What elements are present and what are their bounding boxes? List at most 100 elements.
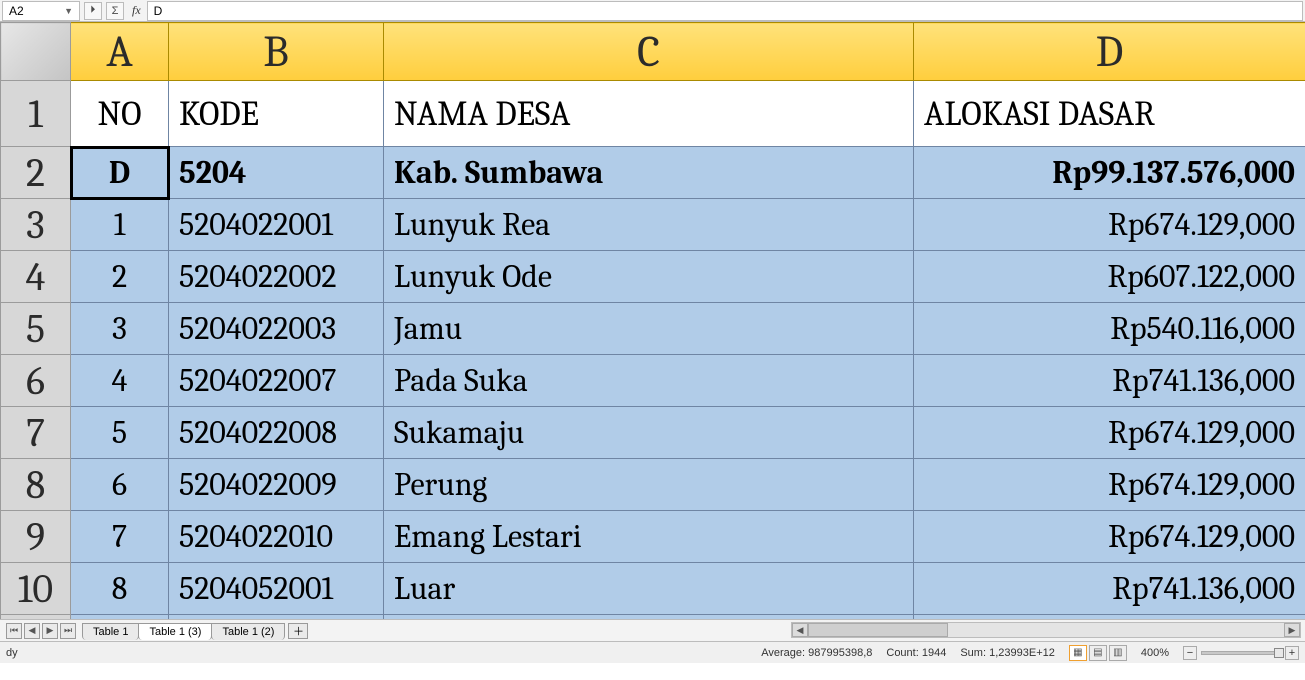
cell[interactable]: 8 [71, 563, 169, 615]
table-row: 315204022001Lunyuk ReaRp674.129,000 [1, 199, 1305, 251]
table-row: 865204022009PerungRp674.129,000 [1, 459, 1305, 511]
sheet-tab[interactable]: Table 1 [82, 623, 139, 640]
row-header[interactable]: 10 [1, 563, 71, 615]
cell[interactable]: NO [71, 81, 169, 147]
cell[interactable]: Kab. Sumbawa [384, 147, 914, 199]
column-header-B[interactable]: B [169, 23, 384, 81]
view-page-button[interactable]: ▤ [1089, 645, 1107, 661]
cell[interactable]: 1 [71, 199, 169, 251]
table-row: 2D5204Kab. SumbawaRp99.137.576,000 [1, 147, 1305, 199]
sheet-tab[interactable]: Table 1 (2) [211, 623, 285, 640]
function-wizard-button[interactable]: 🞂 [84, 2, 102, 20]
table-row: 425204022002Lunyuk OdeRp607.122,000 [1, 251, 1305, 303]
cell[interactable]: Rp607.122,000 [914, 251, 1305, 303]
table-row: 535204022003JamuRp540.116,000 [1, 303, 1305, 355]
spreadsheet-grid[interactable]: A B C D 1 NO KODE NAMA DESA ALOKASI DASA… [0, 22, 1305, 619]
sheet-tab[interactable]: Table 1 (3) [138, 623, 212, 640]
hscroll-track[interactable] [808, 623, 1284, 637]
row-header[interactable]: 6 [1, 355, 71, 407]
name-box-value: A2 [9, 1, 24, 21]
cell[interactable]: Pada Suka [384, 355, 914, 407]
cell[interactable]: Perung [384, 459, 914, 511]
cell[interactable]: 5204022001 [169, 199, 384, 251]
status-bar: dy Average: 987995398,8 Count: 1944 Sum:… [0, 641, 1305, 663]
sum-button[interactable]: Σ [106, 2, 124, 20]
name-box-dropdown-icon[interactable]: ▼ [64, 1, 73, 21]
cell[interactable]: 5204052001 [169, 563, 384, 615]
cell[interactable]: 5204022003 [169, 303, 384, 355]
column-header-D[interactable]: D [914, 23, 1305, 81]
hscroll-left-button[interactable]: ◀ [792, 623, 808, 637]
row-header[interactable]: 4 [1, 251, 71, 303]
cell[interactable]: 5204022010 [169, 511, 384, 563]
formula-input[interactable] [147, 1, 1303, 21]
hscroll-thumb[interactable] [808, 623, 948, 637]
table-row: 645204022007Pada SukaRp741.136,000 [1, 355, 1305, 407]
name-box[interactable]: A2 ▼ [2, 1, 80, 21]
status-count: Count: 1944 [886, 647, 946, 659]
cell[interactable]: 2 [71, 251, 169, 303]
cell[interactable]: 5204022008 [169, 407, 384, 459]
cell[interactable]: 3 [71, 303, 169, 355]
status-average: Average: 987995398,8 [761, 647, 872, 659]
zoom-out-button[interactable]: − [1183, 646, 1197, 660]
column-header-A[interactable]: A [71, 23, 169, 81]
table-row: 755204022008SukamajuRp674.129,000 [1, 407, 1305, 459]
zoom-slider[interactable]: − + [1183, 646, 1299, 660]
cell[interactable]: 5 [71, 407, 169, 459]
tab-nav-first[interactable]: ⏮ [6, 623, 22, 639]
hscroll-right-button[interactable]: ▶ [1284, 623, 1300, 637]
row-header[interactable]: 1 [1, 81, 71, 147]
cell[interactable]: 5204 [169, 147, 384, 199]
view-normal-button[interactable]: ▦ [1069, 645, 1087, 661]
cell[interactable]: Rp741.136,000 [914, 563, 1305, 615]
row-header[interactable]: 8 [1, 459, 71, 511]
cell[interactable]: 6 [71, 459, 169, 511]
cell[interactable]: Rp540.116,000 [914, 303, 1305, 355]
status-mode: dy [6, 647, 18, 659]
row-header[interactable]: 3 [1, 199, 71, 251]
tab-nav-prev[interactable]: ◀ [24, 623, 40, 639]
cell[interactable]: ALOKASI DASAR [914, 81, 1305, 147]
row-header[interactable]: 5 [1, 303, 71, 355]
cell[interactable]: 5204022002 [169, 251, 384, 303]
tab-nav-last[interactable]: ⏭ [60, 623, 76, 639]
cell[interactable]: Rp674.129,000 [914, 407, 1305, 459]
cell[interactable]: Luar [384, 563, 914, 615]
add-sheet-button[interactable]: ＋ [288, 623, 308, 639]
cell[interactable]: Emang Lestari [384, 511, 914, 563]
cell[interactable]: Rp674.129,000 [914, 199, 1305, 251]
row-header[interactable]: 9 [1, 511, 71, 563]
fx-label: fx [132, 3, 141, 18]
table-row: 975204022010Emang LestariRp674.129,000 [1, 511, 1305, 563]
sheet-tab-bar: ⏮ ◀ ▶ ⏭ Table 1Table 1 (3)Table 1 (2) ＋ … [0, 619, 1305, 641]
cell[interactable]: Sukamaju [384, 407, 914, 459]
cell[interactable]: 5204022009 [169, 459, 384, 511]
cell[interactable]: Jamu [384, 303, 914, 355]
cell[interactable]: Rp741.136,000 [914, 355, 1305, 407]
row-header[interactable]: 2 [1, 147, 71, 199]
tab-nav-next[interactable]: ▶ [42, 623, 58, 639]
cell[interactable]: Rp674.129,000 [914, 459, 1305, 511]
select-all-corner[interactable] [1, 23, 71, 81]
column-header-row: A B C D [1, 23, 1305, 81]
cell[interactable]: 4 [71, 355, 169, 407]
cell[interactable]: Lunyuk Rea [384, 199, 914, 251]
cell[interactable]: Lunyuk Ode [384, 251, 914, 303]
table-row: 1 NO KODE NAMA DESA ALOKASI DASAR [1, 81, 1305, 147]
cell[interactable]: NAMA DESA [384, 81, 914, 147]
horizontal-scrollbar[interactable]: ◀ ▶ [791, 622, 1301, 638]
status-sum: Sum: 1,23993E+12 [960, 647, 1055, 659]
zoom-in-button[interactable]: + [1285, 646, 1299, 660]
row-header[interactable]: 7 [1, 407, 71, 459]
table-row: 1085204052001LuarRp741.136,000 [1, 563, 1305, 615]
column-header-C[interactable]: C [384, 23, 914, 81]
zoom-thumb[interactable] [1274, 648, 1284, 658]
cell[interactable]: 7 [71, 511, 169, 563]
cell[interactable]: KODE [169, 81, 384, 147]
cell[interactable]: Rp99.137.576,000 [914, 147, 1305, 199]
cell[interactable]: Rp674.129,000 [914, 511, 1305, 563]
view-break-button[interactable]: ▥ [1109, 645, 1127, 661]
cell[interactable]: 5204022007 [169, 355, 384, 407]
cell[interactable]: D [71, 147, 169, 199]
